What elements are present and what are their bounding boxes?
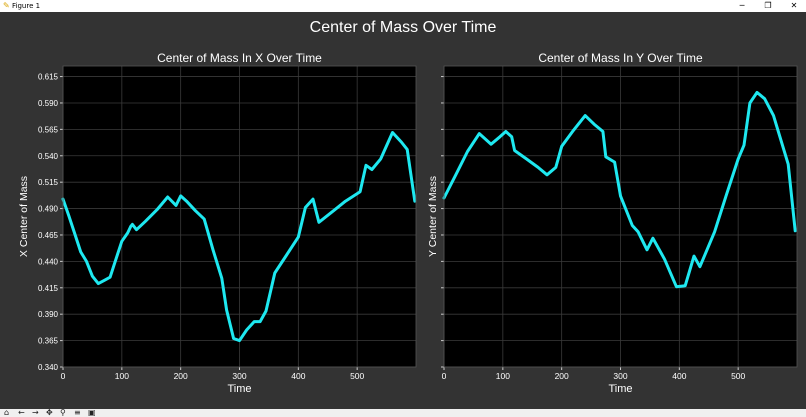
- x-tick-label: 300: [232, 371, 246, 381]
- y-axis-label: X Center of Mass: [18, 176, 30, 257]
- y-tick-label: 0.615: [38, 73, 59, 82]
- chart-panel-x: 0 100 200 300 400 500 0.340 0.365 0.390 0.415 0.44…: [18, 51, 417, 395]
- x-tick-label: 400: [291, 371, 305, 381]
- y-tick-label: 0.415: [38, 284, 59, 293]
- chart-title: Center of Mass In Y Over Time: [538, 51, 703, 65]
- y-axis-label: Y Center of Mass: [427, 176, 439, 257]
- x-tick-label: 400: [672, 371, 686, 381]
- y-tick-label: 0.515: [38, 178, 59, 187]
- series-line: [61, 131, 417, 343]
- chart-panel-y: 0 100 200 300 400 500 Center of Mass In Y Over…: [427, 51, 798, 395]
- figure-title: Center of Mass Over Time: [310, 19, 497, 36]
- save-icon[interactable]: ▣: [88, 408, 96, 417]
- maximize-button[interactable]: ❐: [764, 1, 772, 10]
- figure-canvas: Center of Mass Over Time 0 100 200 300 400 50…: [18, 19, 798, 395]
- x-tick-label: 100: [496, 371, 510, 381]
- axes-frame: [443, 65, 798, 368]
- pan-icon[interactable]: ✥: [46, 408, 53, 417]
- chart-title: Center of Mass In X Over Time: [157, 51, 322, 65]
- x-tick-label: 0: [61, 371, 66, 381]
- configure-icon[interactable]: ≡: [74, 408, 81, 417]
- y-tick-label: 0.565: [38, 125, 59, 134]
- zoom-icon[interactable]: ⚲: [60, 408, 66, 417]
- y-tick-label: 0.590: [38, 99, 59, 108]
- series-line: [442, 90, 797, 289]
- back-icon[interactable]: ←: [18, 408, 25, 417]
- y-tick-label: 0.465: [38, 231, 59, 240]
- y-tick-label: 0.540: [38, 152, 59, 161]
- window-title: Figure 1: [12, 2, 41, 10]
- axes-frame: [62, 65, 417, 368]
- app-icon: ✎: [3, 1, 10, 10]
- y-tick-label: 0.390: [38, 310, 59, 319]
- x-tick-label: 100: [115, 371, 129, 381]
- x-tick-label: 200: [555, 371, 569, 381]
- y-tick-label: 0.440: [38, 257, 59, 266]
- minimize-button[interactable]: ─: [739, 1, 745, 10]
- forward-icon[interactable]: →: [32, 408, 39, 417]
- home-icon[interactable]: ⌂: [4, 408, 10, 417]
- y-tick-label: 0.340: [38, 363, 59, 372]
- x-tick-label: 0: [442, 371, 447, 381]
- x-tick-label: 300: [613, 371, 627, 381]
- close-button[interactable]: ✕: [790, 1, 798, 10]
- figure-toolbar: ⌂ ← → ✥ ⚲ ≡ ▣: [0, 409, 806, 417]
- y-tick-label: 0.365: [38, 337, 59, 346]
- x-tick-label: 200: [174, 371, 188, 381]
- x-tick-label: 500: [731, 371, 745, 381]
- window-titlebar: ✎ Figure 1 ─ ❐ ✕: [0, 0, 806, 12]
- y-tick-label: 0.490: [38, 205, 59, 214]
- x-tick-label: 500: [350, 371, 364, 381]
- x-axis-label: Time: [608, 383, 632, 395]
- x-axis-label: Time: [227, 383, 251, 395]
